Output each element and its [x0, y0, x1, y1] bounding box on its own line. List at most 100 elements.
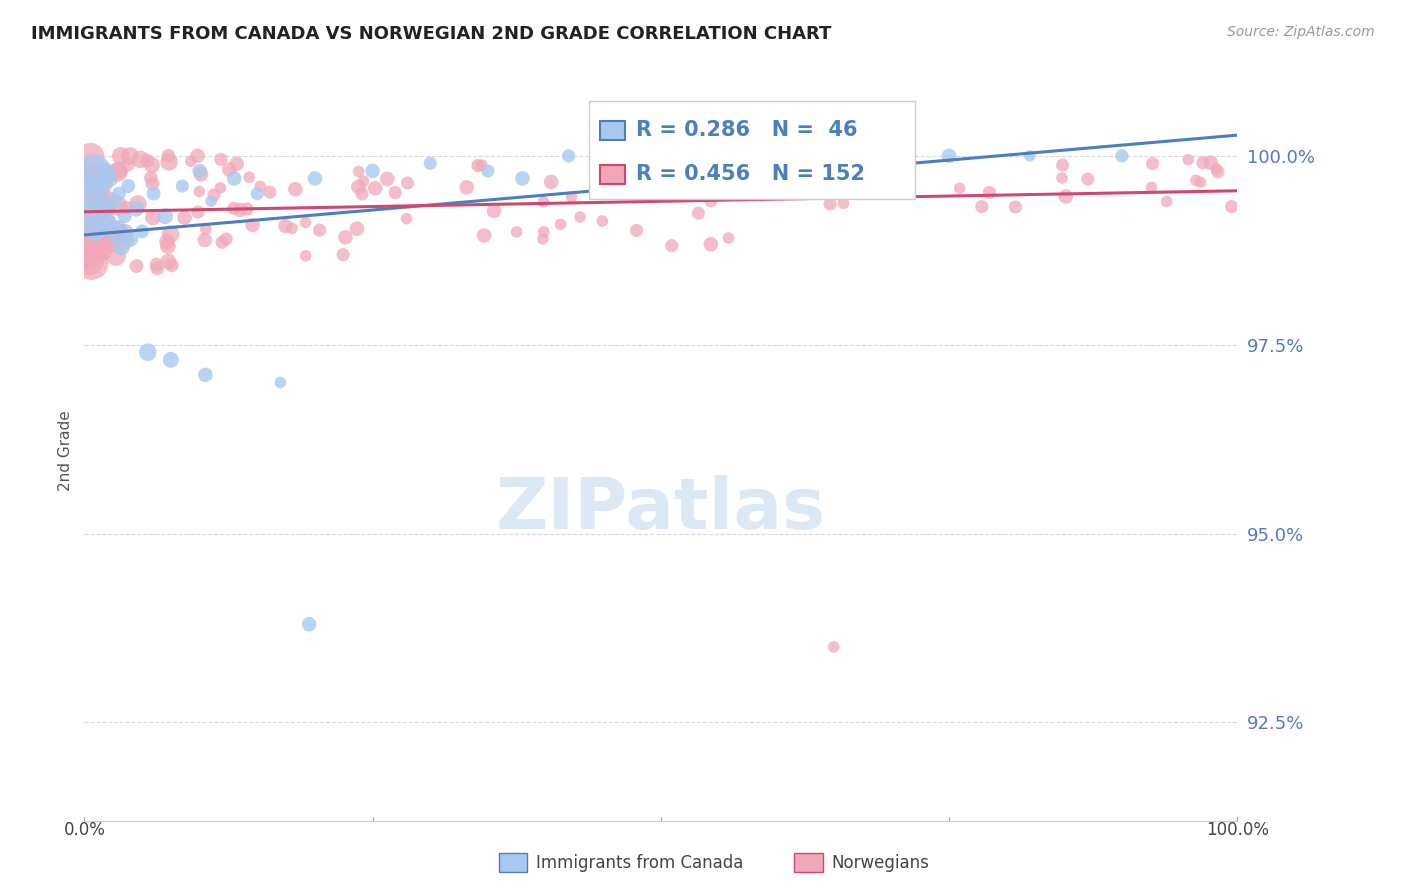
Point	[108, 186, 131, 201]
Point	[173, 211, 195, 225]
Point	[591, 214, 613, 228]
Point	[142, 186, 165, 201]
Point	[505, 225, 527, 239]
Point	[194, 233, 217, 247]
Point	[1018, 149, 1040, 163]
Point	[91, 201, 114, 215]
Point	[1004, 200, 1026, 214]
Text: IMMIGRANTS FROM CANADA VS NORWEGIAN 2ND GRADE CORRELATION CHART: IMMIGRANTS FROM CANADA VS NORWEGIAN 2ND …	[31, 25, 831, 43]
Point	[107, 199, 129, 213]
Point	[90, 243, 112, 257]
Point	[702, 187, 724, 202]
Point	[89, 223, 111, 237]
Point	[80, 170, 103, 185]
Point	[298, 617, 321, 632]
Point	[87, 185, 110, 199]
Point	[103, 194, 124, 209]
Point	[512, 171, 534, 186]
Point	[187, 205, 209, 219]
Point	[91, 202, 114, 217]
Text: Source: ZipAtlas.com: Source: ZipAtlas.com	[1227, 25, 1375, 39]
Point	[533, 194, 555, 209]
Point	[765, 149, 787, 163]
Point	[350, 186, 373, 201]
Point	[384, 186, 406, 200]
Point	[139, 170, 162, 185]
Point	[880, 149, 903, 163]
Point	[90, 202, 112, 216]
Point	[294, 215, 316, 229]
Point	[225, 157, 247, 171]
Point	[114, 234, 136, 248]
Point	[79, 174, 101, 188]
Text: Immigrants from Canada: Immigrants from Canada	[536, 854, 742, 871]
Point	[592, 149, 614, 163]
Y-axis label: 2nd Grade: 2nd Grade	[58, 410, 73, 491]
Point	[274, 219, 297, 234]
Text: ZIPatlas: ZIPatlas	[496, 475, 825, 544]
Point	[396, 176, 419, 190]
Point	[1054, 189, 1077, 203]
Point	[347, 164, 370, 178]
Point	[346, 221, 368, 235]
Point	[103, 232, 125, 246]
Point	[157, 155, 180, 169]
Point	[352, 174, 374, 188]
Point	[1192, 156, 1215, 170]
Point	[456, 180, 478, 194]
Point	[823, 156, 845, 170]
Point	[82, 199, 104, 213]
Point	[531, 232, 554, 246]
Point	[335, 230, 357, 244]
Point	[190, 168, 212, 182]
Point	[153, 209, 176, 223]
Point	[96, 194, 118, 209]
Point	[872, 183, 894, 197]
Point	[145, 258, 167, 272]
Point	[156, 235, 179, 249]
Point	[832, 196, 855, 211]
Point	[471, 158, 494, 172]
Point	[540, 175, 562, 189]
Point	[104, 227, 127, 242]
Point	[160, 352, 183, 367]
Point	[125, 202, 148, 216]
Point	[242, 218, 264, 232]
Point	[83, 239, 105, 253]
Point	[75, 244, 97, 259]
Point	[118, 149, 141, 163]
Point	[979, 186, 1001, 200]
Point	[347, 179, 370, 194]
Text: Norwegians: Norwegians	[831, 854, 929, 871]
Point	[87, 179, 110, 194]
Point	[938, 149, 960, 163]
Point	[1142, 156, 1164, 170]
Point	[1077, 172, 1099, 186]
Point	[269, 376, 291, 390]
Point	[294, 249, 316, 263]
Point	[93, 177, 115, 191]
Point	[146, 261, 169, 276]
Point	[650, 151, 672, 165]
Point	[202, 188, 225, 202]
Point	[693, 181, 716, 195]
Point	[818, 197, 841, 211]
Point	[101, 235, 124, 249]
Point	[1206, 165, 1229, 179]
Point	[110, 239, 132, 253]
Point	[215, 232, 238, 246]
Point	[419, 156, 441, 170]
Point	[87, 188, 110, 202]
Point	[395, 211, 418, 226]
Point	[364, 181, 387, 195]
Point	[1177, 153, 1199, 167]
Point	[688, 206, 710, 220]
Point	[89, 225, 111, 239]
Point	[1156, 194, 1178, 209]
Point	[115, 201, 138, 215]
Point	[172, 179, 194, 194]
Point	[86, 164, 108, 178]
Point	[626, 223, 648, 237]
Point	[1050, 171, 1073, 186]
Point	[127, 197, 149, 211]
